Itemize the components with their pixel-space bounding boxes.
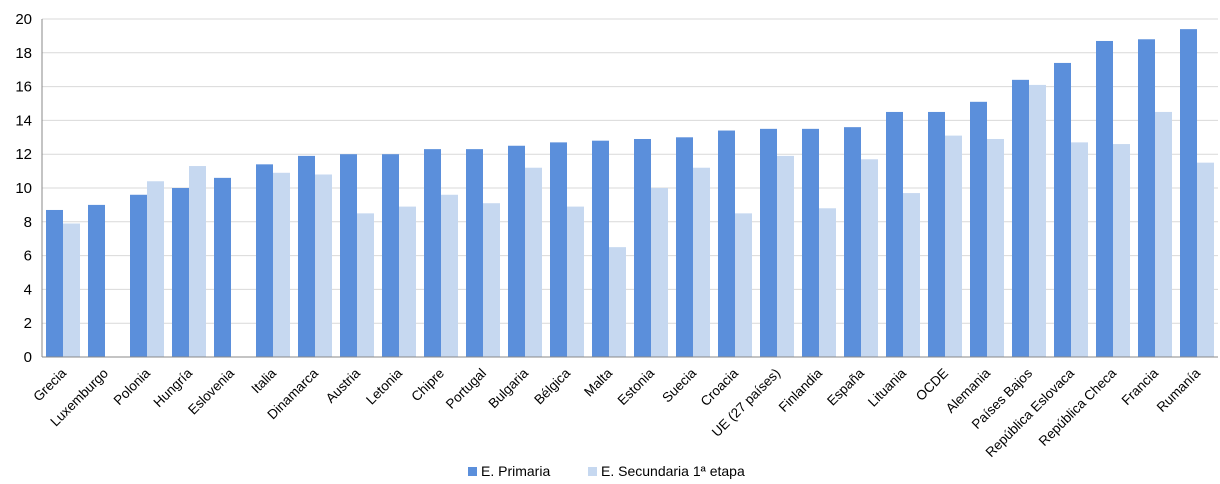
bar-secundaria xyxy=(987,138,1004,357)
bar-secundaria xyxy=(357,213,374,357)
bar-secundaria xyxy=(315,174,332,357)
bar-primaria xyxy=(424,149,441,357)
bar-secundaria xyxy=(273,172,290,357)
bar-secundaria xyxy=(609,247,626,357)
bar-secundaria xyxy=(735,213,752,357)
bar-secundaria xyxy=(399,206,416,357)
y-tick-label: 20 xyxy=(15,11,32,28)
bar-secundaria xyxy=(1071,142,1088,357)
bar-primaria xyxy=(970,101,987,357)
x-category-label: Finlandia xyxy=(776,365,826,415)
axes: 0 2 4 6 8 10 12 14 16 18 20 xyxy=(15,11,1218,366)
bar-primaria xyxy=(592,140,609,357)
x-category-label: Estonia xyxy=(615,365,658,408)
x-category-label: España xyxy=(824,365,867,408)
bar-secundaria xyxy=(945,135,962,357)
bar-secundaria xyxy=(1197,162,1214,357)
bar-secundaria xyxy=(1029,84,1046,357)
x-category-label: Portugal xyxy=(443,366,489,412)
y-tick-label: 10 xyxy=(15,180,32,197)
x-category-label: Malta xyxy=(581,365,615,399)
y-tick-label: 2 xyxy=(24,315,32,332)
bar-primaria xyxy=(760,128,777,357)
y-tick-label: 4 xyxy=(24,281,32,298)
legend-label-primaria: E. Primaria xyxy=(481,463,550,479)
legend-swatch-secundaria xyxy=(588,467,597,476)
bar-primaria xyxy=(46,209,63,357)
bar-secundaria xyxy=(1155,111,1172,357)
bar-primaria xyxy=(466,149,483,357)
bar-primaria xyxy=(340,154,357,357)
bar-primaria xyxy=(802,128,819,357)
bar-secundaria xyxy=(147,181,164,357)
x-category-label: Austria xyxy=(323,365,364,406)
bar-primaria xyxy=(634,138,651,357)
bar-primaria xyxy=(676,137,693,357)
bar-secundaria xyxy=(819,208,836,357)
bar-secundaria xyxy=(441,194,458,357)
bar-primaria xyxy=(256,164,273,357)
legend-swatch-primaria xyxy=(468,467,477,476)
bar-primaria xyxy=(172,188,189,357)
x-category-label: Eslovenia xyxy=(185,365,237,417)
bar-primaria xyxy=(214,177,231,357)
bar-primaria xyxy=(508,145,525,357)
y-tick-label: 18 xyxy=(15,45,32,62)
bar-secundaria xyxy=(525,167,542,357)
x-category-label: Italia xyxy=(248,365,279,396)
bar-primaria xyxy=(718,130,735,357)
bar-secundaria xyxy=(861,159,878,357)
bar-secundaria xyxy=(483,203,500,357)
bar-primaria xyxy=(88,204,105,357)
x-category-label: República Checa xyxy=(1036,365,1120,449)
x-category-label: Polonia xyxy=(111,365,154,408)
legend-label-secundaria: E. Secundaria 1ª etapa xyxy=(601,463,745,479)
bar-secundaria xyxy=(777,155,794,357)
bar-secundaria xyxy=(1113,144,1130,357)
bar-primaria xyxy=(886,111,903,357)
y-tick-label: 0 xyxy=(24,349,32,366)
y-tick-label: 8 xyxy=(24,214,32,231)
bar-secundaria xyxy=(693,167,710,357)
x-category-label: Bulgaria xyxy=(485,365,531,411)
x-category-label: Letonia xyxy=(363,365,405,407)
bar-secundaria xyxy=(189,166,206,357)
x-category-label: Francia xyxy=(1119,365,1162,408)
bar-primaria xyxy=(1054,62,1071,357)
y-tick-label: 12 xyxy=(15,146,32,163)
x-category-label: Chipre xyxy=(408,366,447,405)
legend: E. Primaria E. Secundaria 1ª etapa xyxy=(468,463,745,479)
bar-primaria xyxy=(928,111,945,357)
x-category-label: Lituania xyxy=(865,365,909,409)
bar-secundaria xyxy=(567,206,584,357)
bar-primaria xyxy=(298,155,315,357)
bar-primaria xyxy=(550,142,567,357)
bar-secundaria xyxy=(63,223,80,357)
y-tick-label: 14 xyxy=(15,112,32,129)
gridlines xyxy=(42,18,1218,324)
bar-primaria xyxy=(1012,79,1029,357)
x-category-label: Bélgica xyxy=(531,365,573,407)
y-tick-label: 16 xyxy=(15,79,32,96)
bar-secundaria xyxy=(651,188,668,357)
bar-primaria xyxy=(1138,39,1155,357)
bar-primaria xyxy=(844,127,861,357)
bar-primaria xyxy=(1096,40,1113,357)
bar-primaria xyxy=(130,194,147,357)
bars xyxy=(46,29,1214,357)
y-tick-label: 6 xyxy=(24,248,32,265)
bar-primaria xyxy=(382,154,399,357)
x-category-label: OCDE xyxy=(913,366,951,404)
x-category-label: Suecia xyxy=(659,365,699,405)
x-category-label: Grecia xyxy=(30,365,69,404)
bar-primaria xyxy=(1180,29,1197,357)
bar-secundaria xyxy=(903,193,920,357)
x-category-label: Rumanía xyxy=(1154,365,1204,415)
